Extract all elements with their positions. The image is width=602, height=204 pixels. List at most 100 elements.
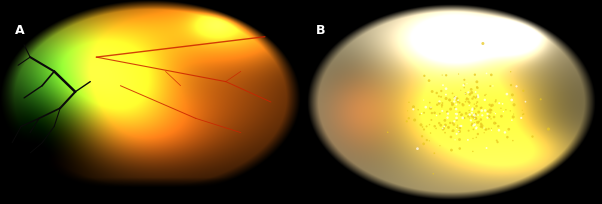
Point	[402, 120, 412, 123]
Point	[446, 135, 456, 139]
Point	[468, 150, 477, 153]
Point	[419, 111, 429, 114]
Point	[491, 100, 500, 103]
Point	[464, 104, 474, 107]
Point	[453, 97, 462, 100]
Point	[425, 101, 435, 104]
Point	[420, 74, 429, 78]
Point	[464, 98, 473, 101]
Point	[452, 119, 462, 122]
Point	[437, 103, 447, 107]
Text: A: A	[15, 24, 25, 38]
Point	[487, 129, 497, 132]
Point	[461, 100, 470, 103]
Point	[498, 102, 507, 105]
Point	[450, 96, 460, 99]
Point	[458, 102, 467, 106]
Point	[512, 85, 521, 88]
Point	[467, 88, 476, 91]
Point	[447, 130, 457, 133]
Point	[489, 111, 499, 114]
Point	[422, 125, 432, 128]
Point	[453, 99, 463, 102]
Point	[447, 149, 456, 152]
Point	[435, 112, 445, 115]
Point	[504, 128, 514, 131]
Point	[450, 97, 459, 100]
Point	[464, 100, 473, 103]
Point	[459, 78, 469, 81]
Point	[485, 108, 495, 112]
Point	[453, 100, 462, 103]
Point	[439, 125, 449, 128]
Point	[518, 89, 528, 92]
Point	[486, 127, 496, 130]
Point	[483, 112, 492, 115]
Point	[430, 111, 439, 114]
Point	[452, 103, 461, 106]
Point	[474, 110, 483, 114]
Point	[459, 86, 469, 89]
Point	[422, 139, 432, 142]
Point	[455, 130, 464, 133]
Point	[494, 125, 503, 128]
Point	[473, 100, 482, 104]
Point	[445, 99, 455, 102]
Point	[432, 91, 441, 95]
Point	[477, 124, 487, 127]
Point	[419, 98, 429, 102]
Point	[461, 91, 470, 94]
Point	[480, 128, 490, 131]
Point	[450, 106, 459, 109]
Point	[481, 93, 491, 96]
Point	[471, 116, 480, 120]
Point	[483, 116, 492, 119]
Point	[462, 96, 472, 100]
Point	[383, 131, 393, 134]
Point	[468, 124, 478, 127]
Point	[448, 92, 458, 95]
Point	[486, 111, 495, 114]
Point	[466, 119, 476, 122]
Point	[434, 95, 444, 98]
Point	[470, 117, 480, 120]
Point	[468, 107, 477, 110]
Point	[459, 83, 468, 87]
Point	[482, 72, 491, 75]
Point	[467, 122, 477, 125]
Point	[441, 87, 451, 90]
Point	[486, 109, 496, 112]
Point	[448, 129, 458, 132]
Point	[502, 92, 512, 96]
Point	[456, 89, 465, 92]
Point	[452, 116, 461, 120]
Point	[485, 103, 494, 106]
Point	[455, 138, 464, 141]
Point	[452, 112, 462, 116]
Point	[441, 74, 451, 77]
Point	[452, 132, 462, 135]
Point	[451, 112, 461, 115]
Point	[536, 98, 545, 101]
Point	[462, 82, 472, 85]
Point	[518, 109, 527, 112]
Point	[469, 95, 479, 98]
Point	[416, 123, 426, 126]
Point	[438, 101, 447, 105]
Point	[427, 90, 437, 93]
Point	[471, 112, 480, 115]
Point	[455, 111, 464, 114]
Point	[470, 107, 479, 110]
Point	[436, 95, 446, 98]
Point	[490, 122, 500, 125]
Point	[474, 120, 484, 123]
Point	[410, 118, 420, 122]
Point	[473, 132, 483, 136]
Point	[467, 115, 477, 118]
Point	[440, 119, 450, 122]
Point	[509, 103, 519, 106]
Point	[491, 122, 500, 125]
Point	[432, 103, 442, 106]
Point	[465, 101, 474, 104]
Point	[454, 72, 464, 76]
